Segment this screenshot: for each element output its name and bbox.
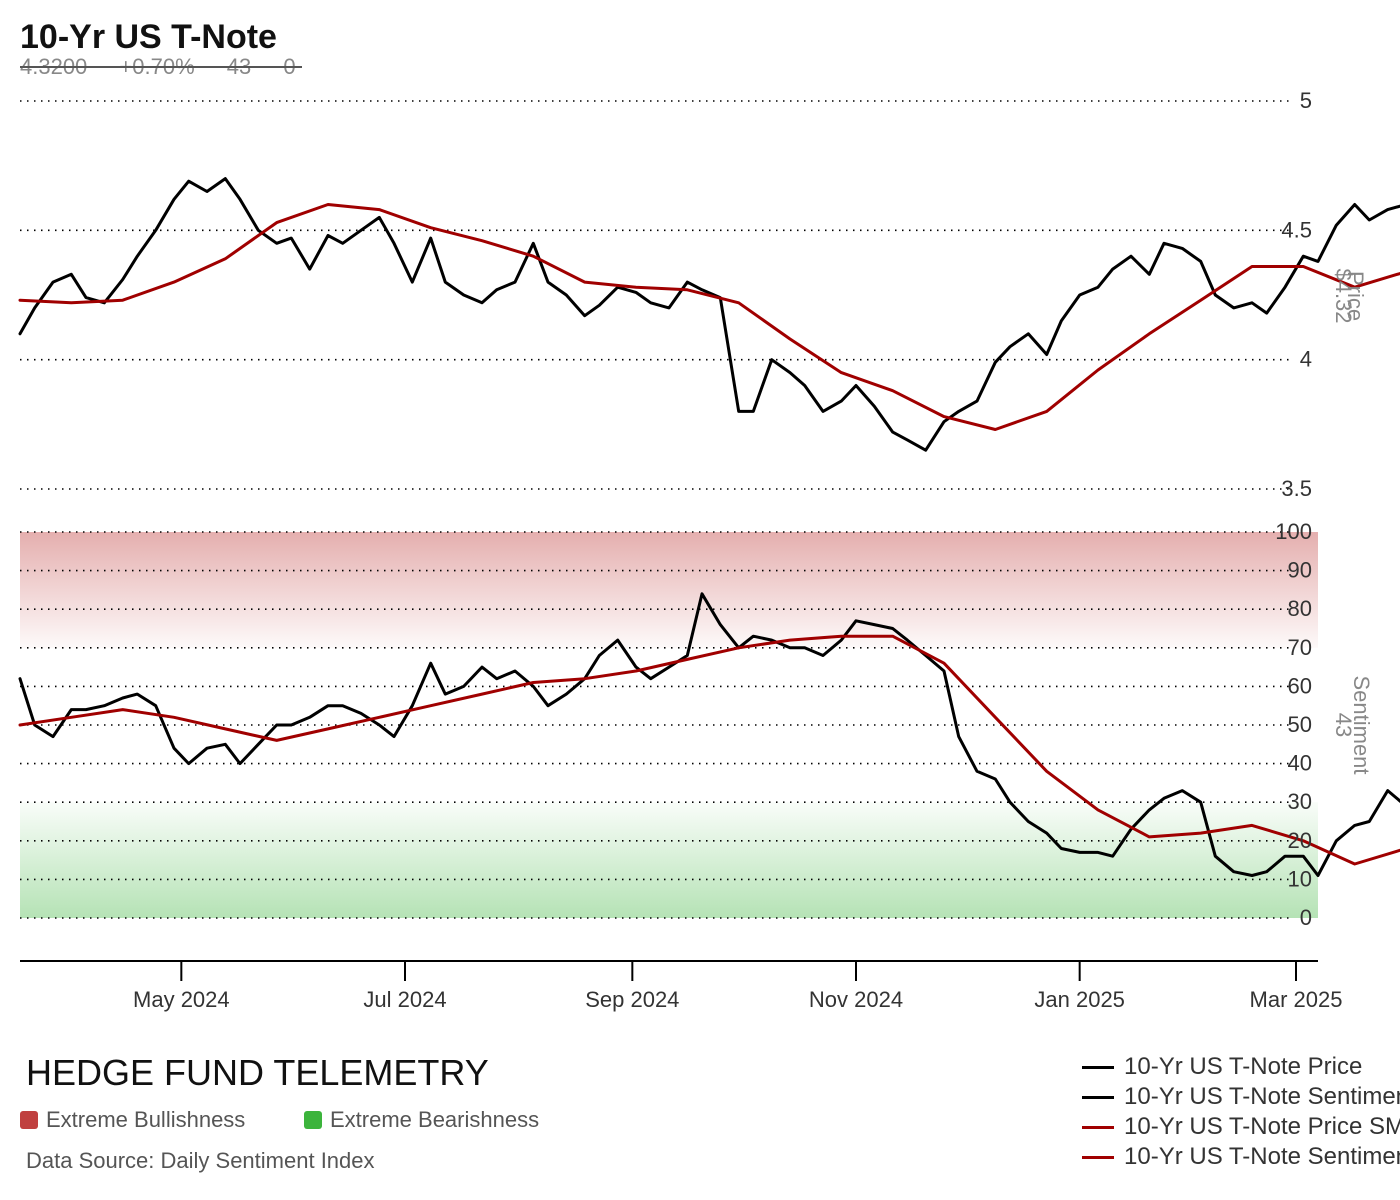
- sentiment-tick-label: 60: [1288, 673, 1312, 698]
- sentiment-series-line: [18, 592, 1400, 877]
- x-tick-label: Nov 2024: [809, 987, 903, 1012]
- legend-label-sentiment-sma: 10-Yr US T-Note Sentiment SMA: [1124, 1143, 1400, 1170]
- sentiment-tick-label: 100: [1275, 519, 1312, 544]
- sentiment-sma-line: [18, 634, 1400, 866]
- legend-line-price: [1082, 1065, 1114, 1069]
- legend-line-sentiment-sma: [1082, 1155, 1114, 1159]
- chart-title: 10-Yr US T-Note: [20, 18, 277, 56]
- sentiment-tick-label: 50: [1288, 712, 1312, 737]
- legend-label-sentiment: 10-Yr US T-Note Sentiment: [1124, 1083, 1400, 1110]
- bear-label: Extreme Bearishness: [330, 1107, 540, 1132]
- price-readout: $4.32: [1331, 268, 1356, 323]
- legend-line-sentiment: [1082, 1095, 1114, 1099]
- series-legend: 10-Yr US T-Note Price 10-Yr US T-Note Se…: [1082, 1052, 1400, 1172]
- sentiment-tick-label: 40: [1288, 751, 1312, 776]
- brand-name: HEDGE FUND TELEMETRY: [26, 1052, 489, 1093]
- legend-label-price: 10-Yr US T-Note Price: [1124, 1053, 1363, 1080]
- bull-swatch: [20, 1111, 38, 1129]
- sentiment-tick-label: 10: [1288, 866, 1312, 891]
- legend-price-sma[interactable]: 10-Yr US T-Note Price SMA: [1082, 1112, 1400, 1142]
- legend-sentiment-sma[interactable]: 10-Yr US T-Note Sentiment SMA: [1082, 1142, 1400, 1172]
- sentiment-tick-label: 70: [1288, 635, 1312, 660]
- price-tick-label: 3.5: [1281, 476, 1312, 501]
- legend-price[interactable]: 10-Yr US T-Note Price: [1082, 1052, 1400, 1082]
- price-tick-label: 4: [1300, 347, 1312, 372]
- data-source: Data Source: Daily Sentiment Index: [26, 1148, 375, 1173]
- extreme-bearishness-zone: [20, 802, 1318, 918]
- price-tick-label: 5: [1300, 88, 1312, 113]
- x-tick-label: Jan 2025: [1034, 987, 1125, 1012]
- sentiment-readout: 43: [1331, 713, 1356, 737]
- x-tick-label: May 2024: [133, 987, 230, 1012]
- bear-swatch: [304, 1111, 322, 1129]
- extreme-bullishness-zone: [20, 532, 1318, 648]
- x-tick-label: Mar 2025: [1250, 987, 1343, 1012]
- sentiment-axis-label: Sentiment: [1349, 675, 1374, 774]
- legend-extreme-bullishness: Extreme Bullishness: [20, 1107, 245, 1133]
- sentiment-tick-label: 80: [1288, 596, 1312, 621]
- legend-label-price-sma: 10-Yr US T-Note Price SMA: [1124, 1113, 1400, 1140]
- bull-label: Extreme Bullishness: [46, 1107, 246, 1132]
- sentiment-tick-label: 0: [1300, 905, 1312, 930]
- stats-row: 4.3200 +0.70% 43 0: [20, 54, 322, 80]
- price-series-line: [18, 177, 1400, 452]
- legend-extreme-bearishness: Extreme Bearishness: [304, 1107, 539, 1133]
- stats-strikethrough: [20, 66, 302, 68]
- sentiment-tick-label: 90: [1288, 558, 1312, 583]
- legend-line-price-sma: [1082, 1125, 1114, 1129]
- x-tick-label: Sep 2024: [585, 987, 679, 1012]
- sentiment-tick-label: 20: [1288, 828, 1312, 853]
- x-tick-label: Jul 2024: [363, 987, 446, 1012]
- price-tick-label: 4.5: [1281, 217, 1312, 242]
- price-sma-line: [18, 203, 1400, 431]
- price-axis-label: Price: [1343, 271, 1368, 321]
- legend-sentiment[interactable]: 10-Yr US T-Note Sentiment: [1082, 1082, 1400, 1112]
- sentiment-tick-label: 30: [1288, 789, 1312, 814]
